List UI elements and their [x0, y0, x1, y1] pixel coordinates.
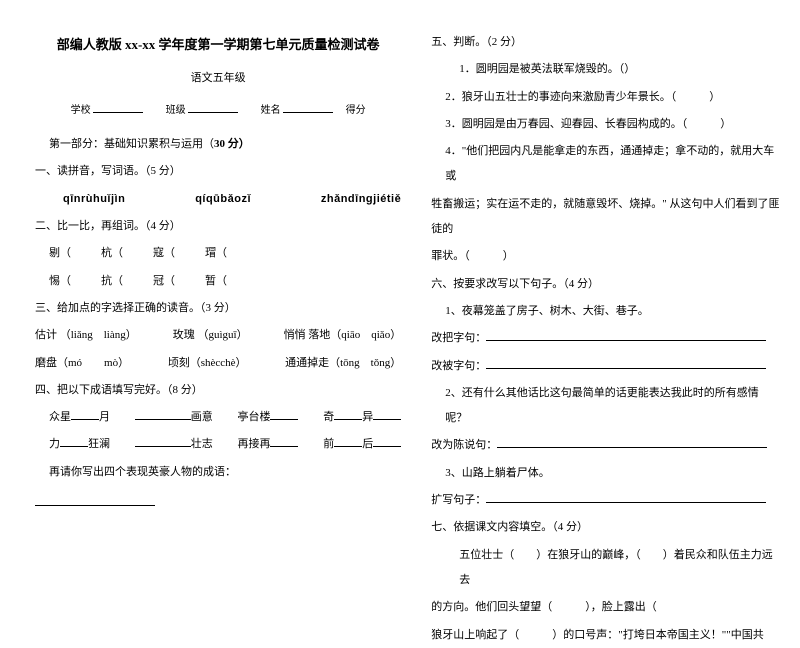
- q6-heading: 六、按要求改写以下句子。（4 分）: [431, 272, 780, 297]
- q7-heading: 七、依据课文内容填空。（4 分）: [431, 515, 780, 540]
- q6-l4: 扩写句子：: [431, 488, 780, 513]
- q4-row2: 力狂澜 壮志 再接再 前后: [35, 432, 401, 457]
- q6-l1: 改把字句：: [431, 326, 780, 351]
- q5-i4a: 4．"他们把园内凡是能拿走的东西，通通掉走；拿不动的，就用大车或: [431, 139, 780, 190]
- q7-t3: 狼牙山上响起了（ ）的口号声："打垮日本帝国主义！""中国共: [431, 623, 780, 648]
- q5-heading: 五、判断。（2 分）: [431, 30, 780, 55]
- doc-subtitle: 语文五年级: [35, 66, 401, 91]
- field-school: 学校: [71, 105, 91, 116]
- q7-t1: 五位壮士（ ）在狼牙山的巅峰，（ ）着民众和队伍主力远去: [431, 543, 780, 594]
- q5-i4c: 罪状。（ ）: [431, 244, 780, 269]
- field-score: 得分: [346, 105, 366, 116]
- q6-i2: 2、还有什么其他话比这句最简单的话更能表达我此时的所有感情呢？: [431, 381, 780, 432]
- q3-row1: 估计 （liǎng liàng）玫瑰 （guìguī）悄悄 落地（qiāo qi…: [35, 323, 401, 348]
- q5-i3: 3．圆明园是由万春园、迎春园、长春园构成的。（ ）: [431, 112, 780, 137]
- q2-row1: 剔（杭（寇（瑁（: [35, 241, 401, 266]
- q4-row1: 众星月 画意 亭台楼 奇异: [35, 405, 401, 430]
- q1-heading: 一、读拼音，写词语。（5 分）: [35, 159, 401, 184]
- field-name: 姓名: [261, 105, 281, 116]
- underline-1: [35, 505, 155, 506]
- q6-l3: 改为陈说句：: [431, 433, 780, 458]
- q3-row2: 磨盘（mó mò）顷刻（shècchè）通通掉走（tōng tǒng）: [35, 351, 401, 376]
- q6-i3: 3、山路上躺着尸体。: [431, 461, 780, 486]
- q1-pinyin: qīnrùhuǐjìn qíqūbǎozǐ zhǎndīngjiétiě: [35, 187, 401, 212]
- q6-l2: 改被字句：: [431, 354, 780, 379]
- q6-i1: 1、夜幕笼盖了房子、树木、大街、巷子。: [431, 299, 780, 324]
- part1-heading: 第一部分：基础知识累积与运用（30 分）: [35, 132, 401, 157]
- q5-i1: 1．圆明园是被英法联军烧毁的。（）: [431, 57, 780, 82]
- q4-heading: 四、把以下成语填写完好。（8 分）: [35, 378, 401, 403]
- field-class: 班级: [166, 105, 186, 116]
- q2-heading: 二、比一比，再组词。（4 分）: [35, 214, 401, 239]
- q7-t2: 的方向。他们回头望望（ ），脸上露出（: [431, 595, 780, 620]
- q3-heading: 三、给加点的字选择正确的读音。（3 分）: [35, 296, 401, 321]
- q5-i2: 2．狼牙山五壮士的事迹向来激励青少年景长。（ ）: [431, 85, 780, 110]
- q4-tail: 再请你写出四个表现英豪人物的成语：: [35, 460, 401, 485]
- q5-i4b: 牲畜搬运；实在运不走的，就随意毁坏、烧掉。" 从这句中人们看到了匪徒的: [431, 192, 780, 243]
- q2-row2: 惕（抗（冠（暂（: [35, 269, 401, 294]
- doc-title: 部编人教版 xx-xx 学年度第一学期第七单元质量检测试卷: [35, 30, 401, 60]
- header-fields: 学校 班级 姓名 得分: [35, 99, 401, 122]
